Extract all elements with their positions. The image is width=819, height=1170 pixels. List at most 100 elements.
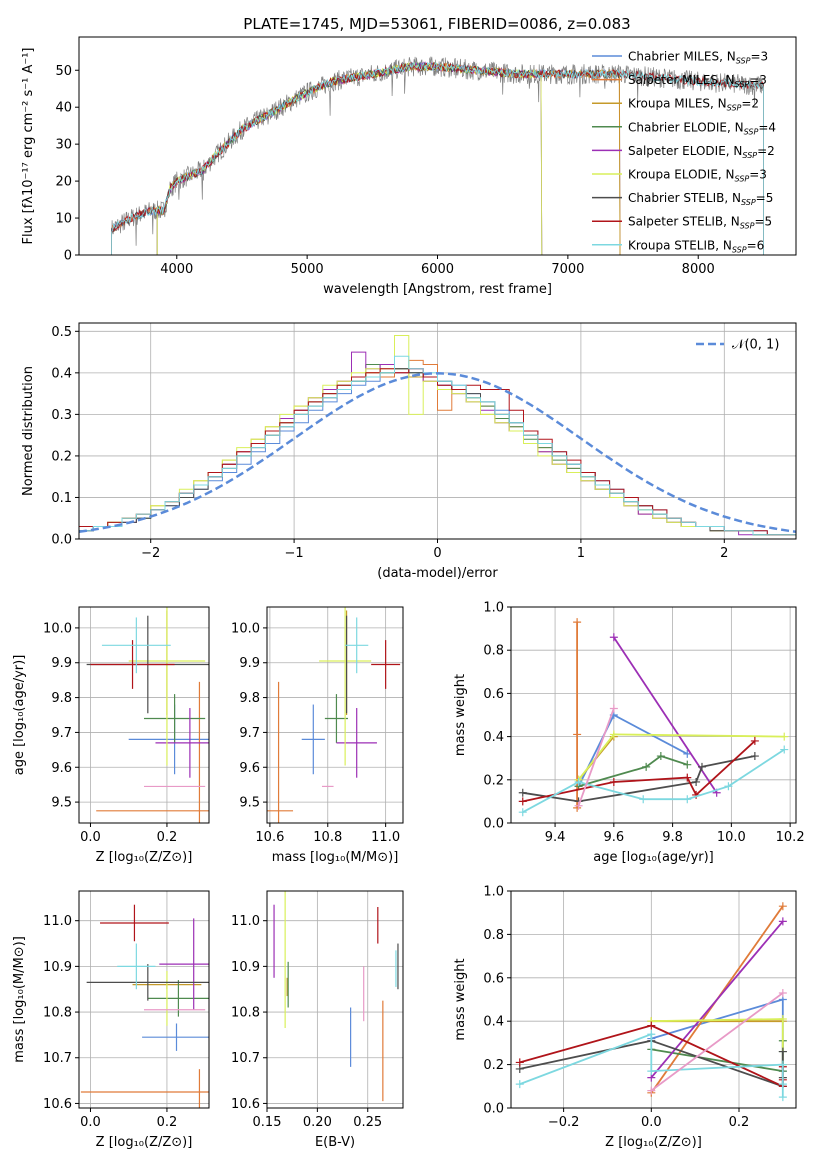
weight-marker <box>610 778 618 786</box>
y-tick-label: 0.8 <box>483 928 504 943</box>
x-tick-label: 10.2 <box>776 830 805 845</box>
x-tick-label: 1 <box>577 546 585 561</box>
weight-marker <box>519 797 527 805</box>
x-tick-label: 7000 <box>551 262 584 277</box>
y-tick-label: 0.0 <box>483 1102 504 1117</box>
legend-label-main: Salpeter MILES, N <box>628 73 735 87</box>
x-tick-label: −2 <box>141 546 160 561</box>
panel-mass-vs-EBV: 0.15 0.20 0.25 10.6 10.7 10.8 10.9 11.0 E(B-V) <box>231 873 403 1150</box>
y-axis-label: mass [log₁₀(M/M⊙)] <box>12 936 27 1063</box>
y-tick-label: 9.6 <box>239 761 260 776</box>
panel-age-vs-Z: 0.0 0.29.59.69.79.89.910.0Z [log₁₀(Z/Z⊙)]… <box>12 556 303 939</box>
y-tick-label: 10.7 <box>43 1051 72 1066</box>
legend-label-main: Kroupa MILES, N <box>628 97 727 111</box>
y-tick-label: 50 <box>55 64 72 79</box>
x-tick-label: 6000 <box>421 262 454 277</box>
legend-label-sub: SSP <box>741 198 756 207</box>
legend-label-eq: =3 <box>750 50 768 64</box>
x-tick-label: 0.0 <box>80 830 101 845</box>
x-axis-label: (data-model)/error <box>377 566 498 581</box>
legend-label-main: Salpeter ELODIE, N <box>628 144 742 158</box>
legend-label: Kroupa ELODIE, NSSP=3 <box>628 168 767 184</box>
weight-line <box>651 921 783 1077</box>
plot-area <box>519 618 788 816</box>
y-axis-label: Flux [fλ10⁻¹⁷ erg cm⁻² s⁻¹ A⁻¹] <box>21 48 36 245</box>
legend-label-eq: =2 <box>757 144 775 158</box>
panel-weight-vs-Z: −0.2 0.0 0.20.00.20.40.60.81.0Z [log₁₀(Z/Z… <box>453 885 796 1151</box>
panel-residuals: 𝒩(0, 1)−2 −1 0 1 20.00.10.20.30.40.5(data-mo… <box>21 323 796 581</box>
y-tick-label: 10.9 <box>43 960 72 975</box>
x-tick-label: 9.4 <box>545 830 566 845</box>
weight-marker <box>683 774 691 782</box>
plots-group: Chabrier MILES, NSSP=3Salpeter MILES, NS… <box>12 37 805 1150</box>
weight-line <box>651 993 783 1091</box>
y-tick-label: 10.6 <box>231 1097 260 1112</box>
legend-label-eq: =2 <box>741 97 759 111</box>
legend-label-sub: SSP <box>742 151 757 160</box>
legend-label-eq: =6 <box>747 238 765 252</box>
x-axis-label: Z [log₁₀(Z/Z⊙)] <box>96 850 193 865</box>
plot-area <box>274 873 398 1101</box>
y-tick-label: 40 <box>55 101 72 116</box>
legend-label-sub: SSP <box>740 222 755 231</box>
y-tick-label: 0.3 <box>51 408 72 423</box>
weight-marker <box>516 1058 524 1066</box>
y-tick-label: 9.9 <box>51 656 72 671</box>
legend-label-main: Salpeter STELIB, N <box>628 215 740 229</box>
y-tick-label: 0.1 <box>51 491 72 506</box>
legend-label: Chabrier STELIB, NSSP=5 <box>628 191 773 207</box>
y-tick-label: 9.5 <box>239 796 260 811</box>
legend-label-eq: =3 <box>749 168 767 182</box>
weight-marker <box>683 795 691 803</box>
y-tick-label: 0.4 <box>51 366 72 381</box>
weight-marker <box>779 1061 787 1069</box>
y-axis-label: mass weight <box>453 674 468 756</box>
x-tick-label: −0.2 <box>548 1115 580 1130</box>
y-tick-label: 0.2 <box>51 449 72 464</box>
legend-label-sub: SSP <box>744 127 759 136</box>
y-tick-label: 10.8 <box>43 1006 72 1021</box>
x-tick-label: 4000 <box>160 262 193 277</box>
plot-area <box>81 905 318 1115</box>
weight-marker <box>751 752 759 760</box>
x-tick-label: 10.0 <box>717 830 746 845</box>
weight-line <box>523 750 784 813</box>
x-tick-label: 9.8 <box>662 830 683 845</box>
legend-label-sub: SSP <box>735 80 750 89</box>
x-tick-label: 0.2 <box>729 1115 750 1130</box>
x-tick-label: −1 <box>285 546 304 561</box>
y-tick-label: 9.7 <box>51 726 72 741</box>
y-tick-label: 10.0 <box>231 621 260 636</box>
x-tick-label: 0.0 <box>80 1115 101 1130</box>
x-tick-label: 0 <box>433 546 441 561</box>
y-tick-label: 11.0 <box>43 914 72 929</box>
weight-marker <box>573 804 581 812</box>
x-tick-label: 0.15 <box>253 1115 282 1130</box>
weight-line <box>579 715 688 786</box>
legend-label-main: Chabrier MILES, N <box>628 50 736 64</box>
legend-label-sub: SSP <box>732 245 747 254</box>
legend-label: Chabrier ELODIE, NSSP=4 <box>628 120 776 136</box>
axes-frame <box>511 607 796 823</box>
y-axis-label: Normed distribution <box>21 366 36 496</box>
y-tick-label: 0.0 <box>51 533 72 548</box>
model-spectrum-line <box>112 63 620 255</box>
weight-marker <box>683 761 691 769</box>
legend-label: Salpeter MILES, NSSP=3 <box>628 73 767 89</box>
x-tick-label: 0.25 <box>353 1115 382 1130</box>
y-tick-label: 10.9 <box>231 960 260 975</box>
legend-label-main: Chabrier STELIB, N <box>628 191 741 205</box>
x-tick-label: 10.6 <box>255 830 284 845</box>
y-tick-label: 10 <box>55 212 72 227</box>
legend-label-eq: =3 <box>749 73 767 87</box>
weight-marker <box>780 733 788 741</box>
y-tick-label: 0 <box>64 249 72 264</box>
weight-marker <box>647 1022 655 1030</box>
y-tick-label: 10.6 <box>43 1097 72 1112</box>
x-tick-label: 10.8 <box>313 830 342 845</box>
x-axis-label: wavelength [Angstrom, rest frame] <box>323 282 552 297</box>
legend-label-main: Kroupa ELODIE, N <box>628 168 735 182</box>
y-tick-label: 9.5 <box>51 796 72 811</box>
legend-label-eq: =5 <box>756 191 774 205</box>
x-axis-label: age [log₁₀(age/yr)] <box>593 850 714 865</box>
